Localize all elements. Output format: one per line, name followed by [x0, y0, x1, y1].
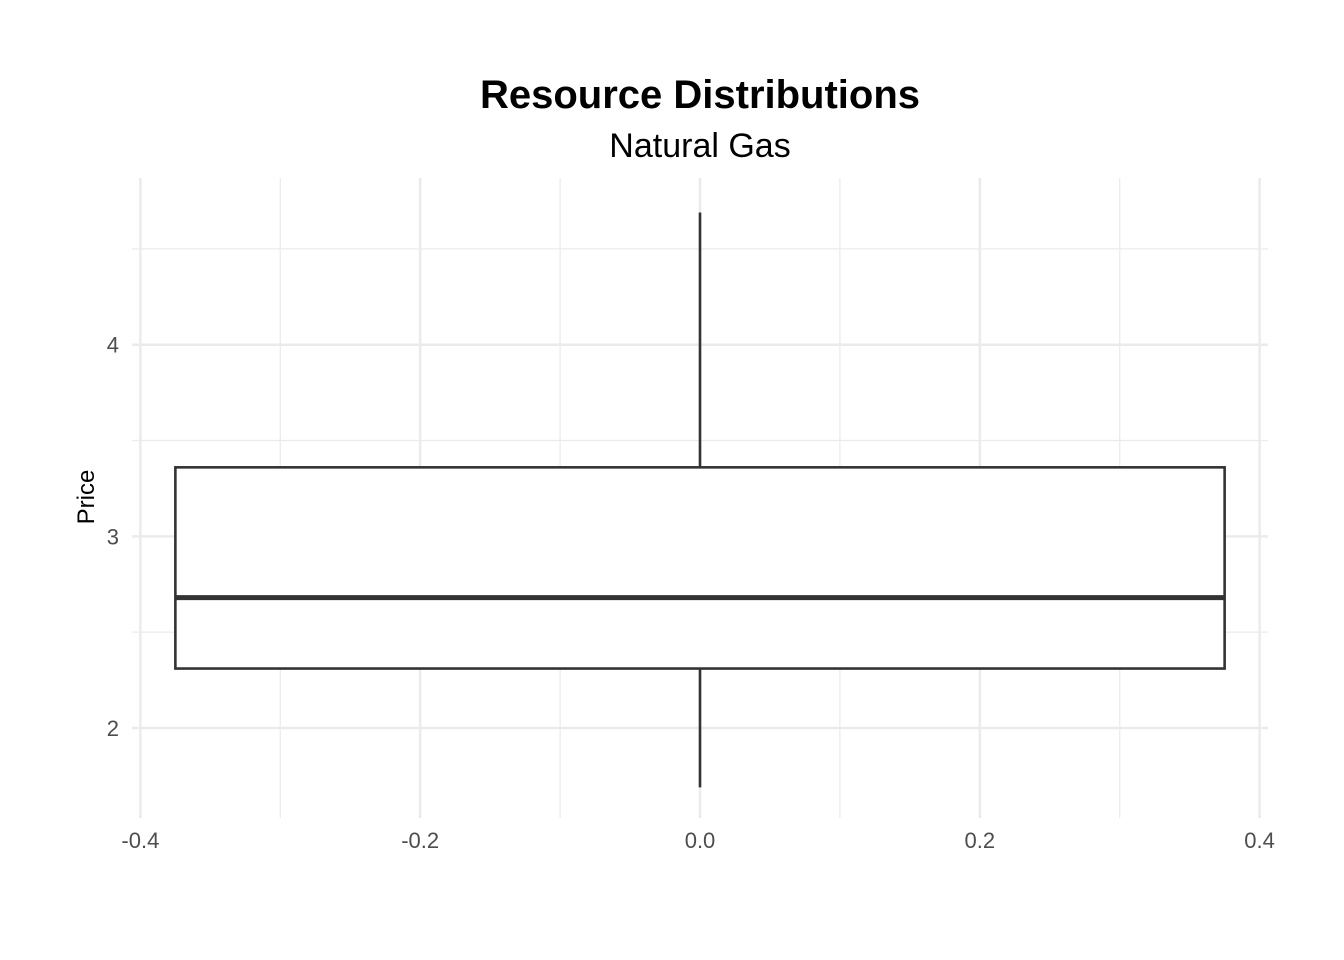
- y-axis-title: Price: [73, 470, 100, 525]
- y-tick-label: 2: [107, 716, 119, 741]
- x-axis-ticks: -0.4 -0.2 0.0 0.2 0.4: [121, 828, 1274, 853]
- y-axis-ticks: 2 3 4: [107, 333, 119, 741]
- x-tick-label: -0.4: [121, 828, 159, 853]
- chart-subtitle: Natural Gas: [609, 127, 790, 165]
- interquartile-box: [174, 466, 1226, 670]
- x-tick-label: 0.0: [685, 828, 716, 853]
- x-tick-label: 0.4: [1244, 828, 1275, 853]
- x-tick-label: -0.2: [401, 828, 439, 853]
- box-plot-marks: [174, 212, 1226, 788]
- y-tick-label: 4: [107, 333, 119, 358]
- x-tick-label: 0.2: [965, 828, 996, 853]
- y-tick-label: 3: [107, 524, 119, 549]
- chart-title: Resource Distributions: [480, 73, 920, 117]
